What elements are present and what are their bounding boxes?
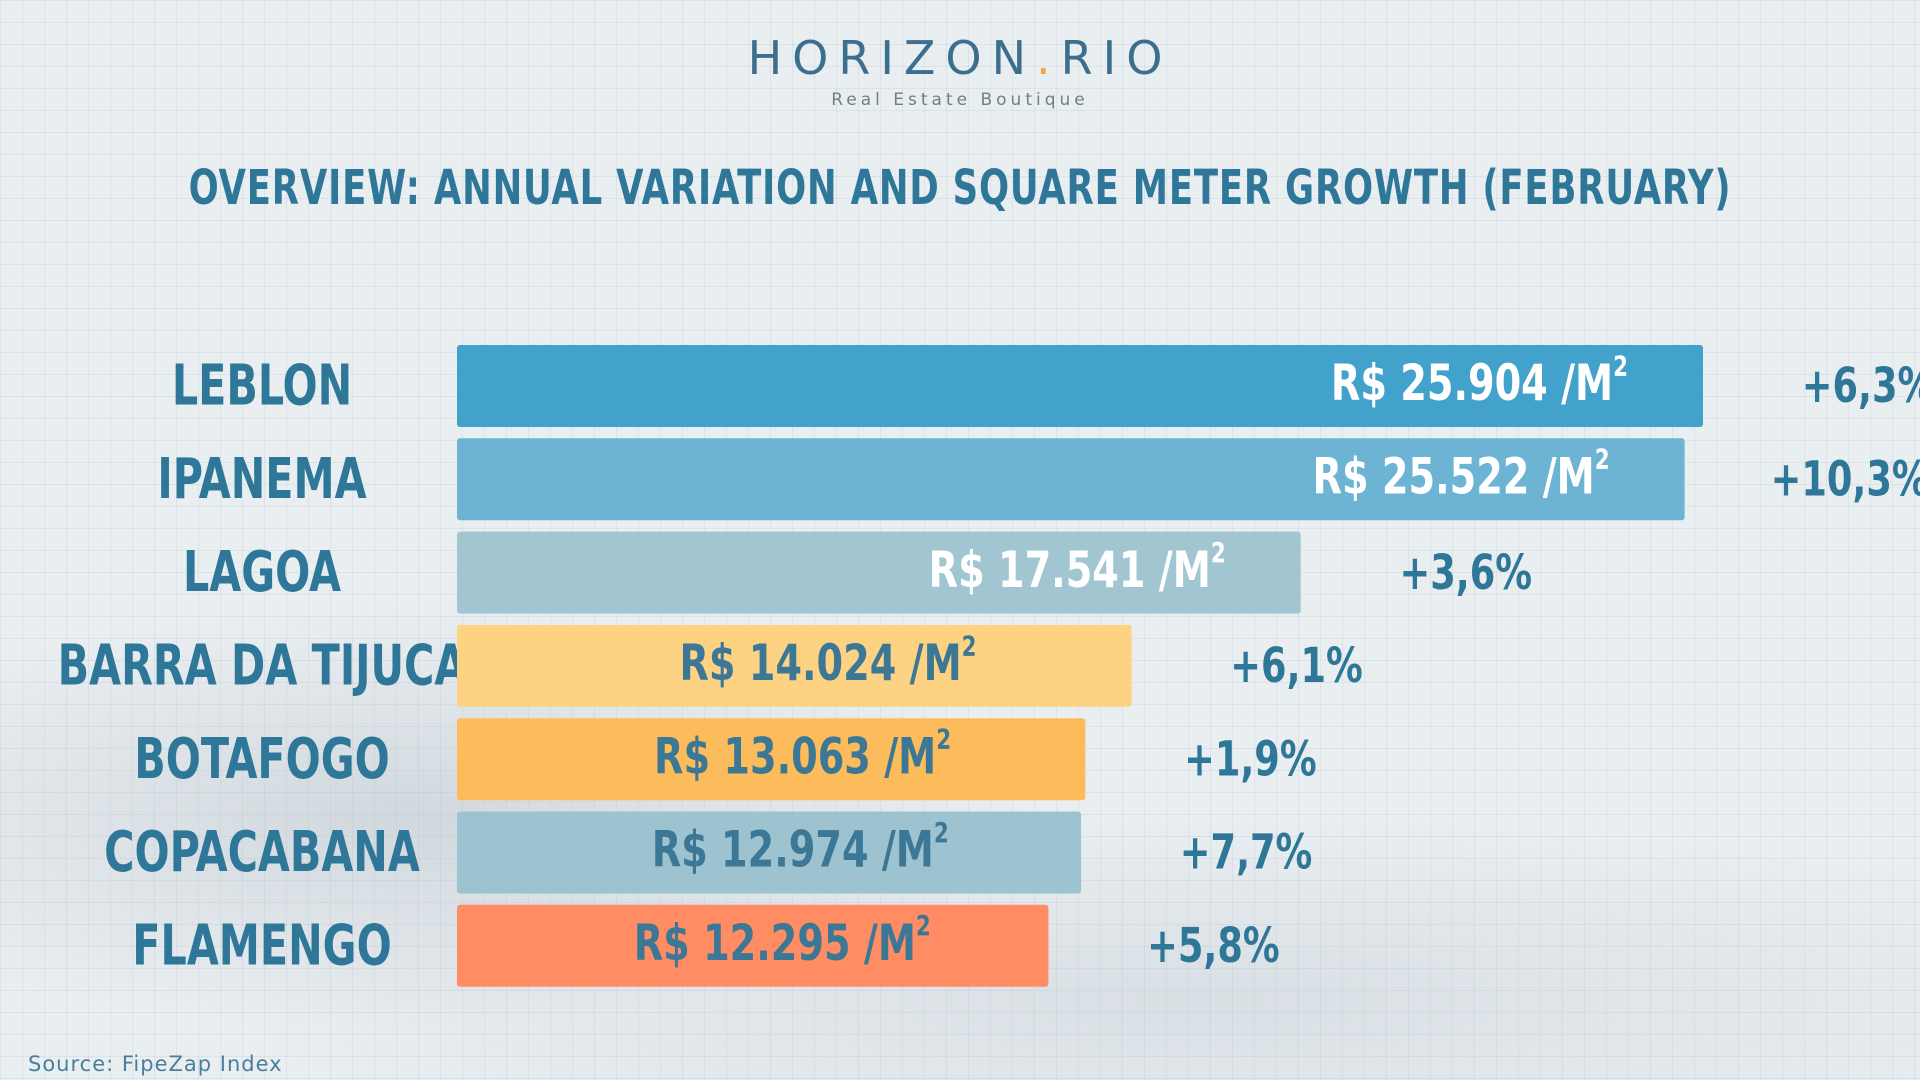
value-text: R$ 12.974 /M [652, 820, 934, 878]
category-label: COPACABANA [104, 820, 420, 886]
value-label: R$ 13.063 /M2 [654, 724, 951, 785]
value-label: R$ 17.541 /M2 [929, 537, 1226, 598]
value-superscript: 2 [962, 631, 977, 663]
bar [457, 624, 1132, 707]
source-note: Source: FipeZap Index [28, 1052, 283, 1076]
variation-label: +3,6% [1399, 545, 1532, 601]
logo-dot: . [1036, 31, 1061, 85]
logo-city: RIO [1060, 31, 1173, 85]
value-label: R$ 12.295 /M2 [634, 910, 931, 971]
category-label: BOTAFOGO [134, 726, 389, 792]
category-label: FLAMENGO [132, 913, 391, 979]
logo-wordmark: HORIZON.RIO [0, 28, 1920, 88]
logo-tagline: Real Estate Boutique [831, 90, 1089, 110]
category-label: BARRA DA TIJUCA [58, 633, 467, 699]
bar [457, 345, 1703, 427]
variation-label: +5,8% [1147, 918, 1280, 974]
variation-label: +7,7% [1180, 824, 1313, 880]
value-label: R$ 12.974 /M2 [652, 817, 949, 878]
value-superscript: 2 [936, 724, 951, 756]
bar [457, 531, 1301, 614]
bar [457, 718, 1086, 801]
variation-label: +10,3% [1771, 451, 1920, 507]
value-text: R$ 12.295 /M [634, 914, 916, 972]
variation-label: +1,9% [1184, 731, 1317, 787]
value-superscript: 2 [916, 910, 931, 942]
value-label: R$ 25.522 /M2 [1313, 444, 1610, 505]
value-label: R$ 25.904 /M2 [1331, 351, 1628, 412]
bar [457, 811, 1082, 894]
value-superscript: 2 [1595, 444, 1610, 476]
value-text: R$ 25.522 /M [1313, 447, 1595, 505]
category-label: LEBLON [172, 353, 352, 419]
value-superscript: 2 [1211, 537, 1226, 569]
category-label: LAGOA [183, 540, 341, 606]
value-text: R$ 14.024 /M [679, 634, 961, 692]
value-superscript: 2 [1613, 351, 1628, 383]
value-text: R$ 13.063 /M [654, 727, 936, 785]
value-text: R$ 25.904 /M [1331, 354, 1613, 412]
value-label: R$ 14.024 /M2 [679, 631, 976, 692]
value-text: R$ 17.541 /M [929, 541, 1211, 599]
logo: HORIZON.RIO Real Estate Boutique [0, 28, 1920, 110]
category-label: IPANEMA [157, 446, 367, 512]
bar [457, 904, 1049, 987]
page-title: OVERVIEW: ANNUAL VARIATION AND SQUARE ME… [188, 160, 1732, 216]
value-superscript: 2 [934, 817, 949, 849]
bar [457, 438, 1685, 521]
variation-label: +6,1% [1230, 638, 1363, 694]
variation-label: +6,3% [1802, 358, 1920, 414]
logo-main: HORIZON [747, 31, 1037, 85]
